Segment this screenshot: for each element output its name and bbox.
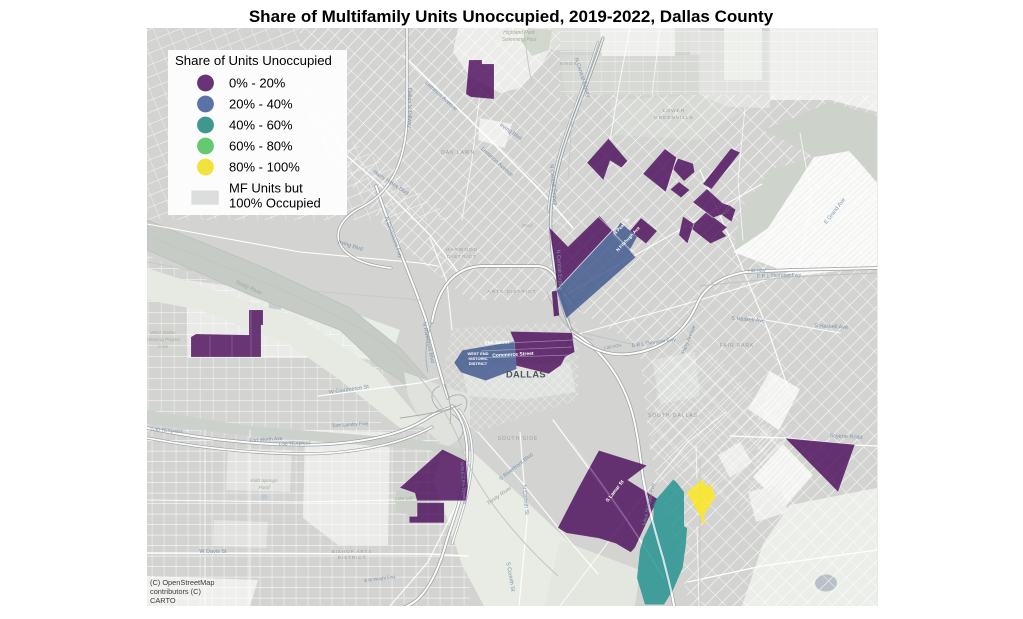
svg-text:ARTS DISTRICT: ARTS DISTRICT <box>487 289 536 295</box>
svg-text:Dallas N Tollway: Dallas N Tollway <box>406 88 412 128</box>
svg-text:contributors (C): contributors (C) <box>150 587 201 596</box>
svg-text:LOWER: LOWER <box>663 108 686 114</box>
svg-text:W Davis St: W Davis St <box>199 549 227 555</box>
svg-text:Highland Park: Highland Park <box>503 30 535 36</box>
svg-text:CARTO: CARTO <box>150 596 176 605</box>
svg-text:Kidd Springs: Kidd Springs <box>250 478 278 484</box>
svg-text:GREENVILLE: GREENVILLE <box>654 115 694 121</box>
svg-text:DALLAS: DALLAS <box>506 369 546 379</box>
svg-text:WEST END: WEST END <box>467 351 488 356</box>
svg-text:OAK LAWN: OAK LAWN <box>441 150 475 156</box>
svg-text:Core: Core <box>158 344 169 350</box>
svg-text:FAIR PARK: FAIR PARK <box>720 343 755 349</box>
svg-text:DISTRICT: DISTRICT <box>338 555 367 560</box>
svg-text:S Haskell Ave: S Haskell Ave <box>814 323 848 331</box>
svg-text:Elm Street: Elm Street <box>484 339 509 346</box>
svg-text:West Dallas: West Dallas <box>150 330 176 336</box>
svg-text:I-30 HOV: I-30 HOV <box>748 268 766 273</box>
svg-text:0% - 20%: 0% - 20% <box>229 76 286 91</box>
svg-text:HISTORIC: HISTORIC <box>468 356 487 361</box>
svg-text:W Commerce St: W Commerce St <box>328 384 369 396</box>
svg-text:40% - 60%: 40% - 60% <box>229 118 293 133</box>
svg-text:Pool: Pool <box>522 223 533 229</box>
svg-text:20% - 40%: 20% - 40% <box>229 97 293 112</box>
svg-text:DISTRICT: DISTRICT <box>469 361 488 366</box>
svg-text:Pond: Pond <box>258 485 270 491</box>
svg-text:60% - 80%: 60% - 80% <box>229 139 293 154</box>
svg-text:SOUTH DALLAS: SOUTH DALLAS <box>648 413 698 419</box>
svg-text:N Central Expwy: N Central Expwy <box>548 164 558 206</box>
svg-text:Tom Landry Fwy: Tom Landry Fwy <box>331 421 369 430</box>
svg-text:Share of Units Unoccupied: Share of Units Unoccupied <box>175 53 332 68</box>
svg-text:MF Units but: MF Units but <box>229 181 303 196</box>
svg-text:Lake Cliff: Lake Cliff <box>395 496 413 501</box>
svg-text:Commerce Street: Commerce Street <box>492 351 534 359</box>
svg-text:HARWOOD: HARWOOD <box>446 247 479 253</box>
svg-text:S Haskell Ave: S Haskell Ave <box>731 316 765 325</box>
svg-text:SOUTH SIDE: SOUTH SIDE <box>498 436 539 442</box>
svg-text:N-35 E S R L Thornton: N-35 E S R L Thornton <box>460 462 468 505</box>
svg-text:KNOX: KNOX <box>560 61 578 67</box>
svg-text:I-30 HOV: I-30 HOV <box>604 343 622 351</box>
svg-text:80% - 100%: 80% - 100% <box>229 160 300 175</box>
svg-text:DISTRICT: DISTRICT <box>447 254 477 260</box>
svg-text:Scyene Road: Scyene Road <box>829 433 862 441</box>
svg-text:BISHOP ARTS: BISHOP ARTS <box>332 549 373 554</box>
svg-text:N Corinth St: N Corinth St <box>521 485 530 516</box>
svg-text:I-30 TEXpress: I-30 TEXpress <box>279 440 312 448</box>
svg-text:Fort Worth Ave: Fort Worth Ave <box>249 436 283 444</box>
svg-text:Share of Multifamily Units Uno: Share of Multifamily Units Unoccupied, 2… <box>249 7 774 26</box>
svg-text:S Corinth St: S Corinth St <box>504 562 515 593</box>
svg-text:Swimming Pool: Swimming Pool <box>502 37 537 43</box>
svg-text:E R L Thornton Fwy: E R L Thornton Fwy <box>757 272 802 280</box>
svg-text:(C) OpenStreetMap: (C) OpenStreetMap <box>150 578 215 587</box>
svg-text:I-30 TEXpress: I-30 TEXpress <box>151 427 184 435</box>
svg-text:S M Wright Fwy: S M Wright Fwy <box>364 574 397 583</box>
svg-text:100% Occupied: 100% Occupied <box>229 196 321 211</box>
svg-text:N Central Expwy: N Central Expwy <box>555 249 564 291</box>
svg-text:Housing Project: Housing Project <box>146 337 181 343</box>
